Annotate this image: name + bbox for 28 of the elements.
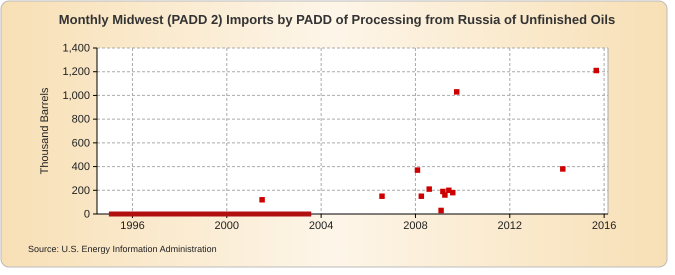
point — [450, 190, 456, 196]
point — [594, 68, 599, 74]
point — [454, 89, 460, 95]
source-note: Source: U.S. Energy Information Administration — [28, 244, 217, 254]
y-tick-label: 1,200 — [62, 66, 90, 78]
point — [442, 192, 448, 198]
y-tick-label: 200 — [72, 184, 90, 197]
y-axis-title: Thousand Barrels — [39, 87, 51, 174]
x-tick-label: 2012 — [498, 220, 522, 232]
point — [438, 208, 444, 214]
point — [414, 167, 420, 173]
point — [379, 193, 385, 199]
x-tick-label: 2016 — [592, 220, 616, 232]
x-tick-label: 1996 — [120, 220, 145, 232]
y-tick-label: 1,400 — [62, 42, 90, 55]
y-tick-label: 600 — [72, 137, 90, 150]
y-tick-label: 1,000 — [62, 90, 90, 102]
x-tick-label: 2008 — [403, 220, 428, 232]
point — [560, 166, 566, 172]
point — [259, 197, 265, 203]
y-tick-label: 800 — [72, 114, 90, 126]
y-tick-label: 400 — [72, 161, 90, 174]
chart-title: Monthly Midwest (PADD 2) Imports by PADD of Processing from Russia of Unfinished Oils — [58, 12, 616, 27]
x-tick-label: 2004 — [308, 220, 334, 232]
x-tick-label: 2000 — [214, 220, 240, 232]
y-tick-label: 0 — [84, 208, 90, 221]
point — [418, 193, 424, 199]
point — [426, 186, 432, 192]
